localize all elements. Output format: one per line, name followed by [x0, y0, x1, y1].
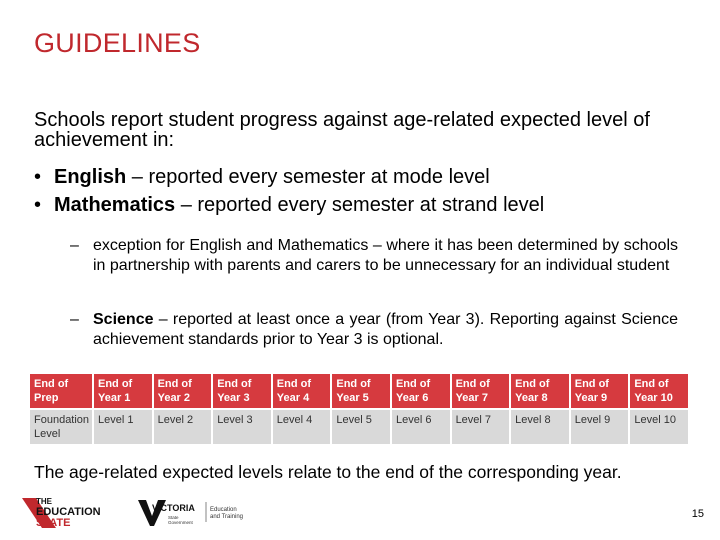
slide-title: GUIDELINES — [34, 28, 201, 58]
level-cell: Level 6 — [389, 408, 452, 446]
level-cell: Level 3 — [211, 408, 273, 446]
footnote: The age-related expected levels relate t… — [34, 462, 622, 482]
bullet-subject: Mathematics — [54, 194, 176, 216]
header-cell: End of Year 8 — [509, 372, 571, 410]
level-cell: Level 8 — [509, 408, 571, 446]
level-cell: Level 7 — [449, 408, 512, 446]
logo-line2: EDUCATION — [36, 506, 101, 518]
header-cell: End of Prep — [28, 372, 94, 410]
dept-line2: and Training — [210, 514, 243, 520]
level-cell: Level 5 — [330, 408, 392, 446]
dash-marker: – — [70, 237, 79, 254]
sub-point-body: – reported at least once a year (from Ye… — [93, 311, 678, 348]
logo-line1: THE — [36, 497, 53, 506]
header-cell: End of Year 7 — [449, 372, 512, 410]
level-cell: Level 9 — [568, 408, 631, 446]
victoria-sub1: State — [168, 515, 179, 520]
sub-point-exception: – exception for English and Mathematics … — [70, 236, 678, 276]
level-cell: Level 4 — [270, 408, 333, 446]
victoria-name: VICTORIA — [152, 503, 195, 513]
sub-point-subject: Science — [93, 311, 154, 328]
level-cell: Level 10 — [628, 408, 690, 446]
bullet-mathematics: • Mathematics – reported every semester … — [34, 191, 694, 219]
level-cell: Level 1 — [92, 408, 154, 446]
logo-line3: STATE — [36, 517, 70, 529]
sub-point-text: Science – reported at least once a year … — [93, 310, 678, 350]
bullet-text: – reported every semester at strand leve… — [175, 194, 545, 216]
bullet-marker: • — [34, 194, 42, 216]
header-cell: End of Year 3 — [211, 372, 273, 410]
table-row: Foundation Level Level 1 Level 2 Level 3… — [28, 408, 690, 446]
header-cell: End of Year 6 — [389, 372, 452, 410]
header-cell: End of Year 1 — [92, 372, 154, 410]
levels-table: End of Prep End of Year 1 End of Year 2 … — [28, 372, 690, 446]
header-cell: End of Year 9 — [568, 372, 631, 410]
dash-marker: – — [70, 311, 79, 328]
header-cell: End of Year 10 — [628, 372, 690, 410]
victoria-sub2: Government — [168, 520, 194, 525]
victoria-v-mark — [138, 500, 166, 526]
bullet-marker: • — [34, 166, 42, 188]
victoria-government-logo: VICTORIA State Government Education and … — [138, 500, 243, 526]
header-cell: End of Year 5 — [330, 372, 392, 410]
header-cell: End of Year 2 — [151, 372, 214, 410]
dept-line1: Education — [210, 507, 237, 513]
header-cell: End of Year 4 — [270, 372, 333, 410]
bullet-english: • English – reported every semester at m… — [34, 163, 694, 191]
bullet-text: – reported every semester at mode level — [126, 166, 490, 188]
level-cell: Level 2 — [151, 408, 214, 446]
subject-bullet-list: • English – reported every semester at m… — [34, 163, 694, 219]
intro-text: Schools report student progress against … — [34, 109, 650, 151]
level-cell: Foundation Level — [28, 408, 94, 446]
sub-point-text: exception for English and Mathematics – … — [93, 237, 678, 274]
sub-point-science: – Science – reported at least once a yea… — [70, 310, 678, 350]
logo-chevron — [22, 498, 56, 528]
bullet-subject: English — [54, 166, 127, 188]
page-number: 15 — [691, 508, 704, 520]
education-state-logo: THE EDUCATION STATE — [22, 497, 101, 529]
table-header-row: End of Prep End of Year 1 End of Year 2 … — [28, 372, 690, 410]
